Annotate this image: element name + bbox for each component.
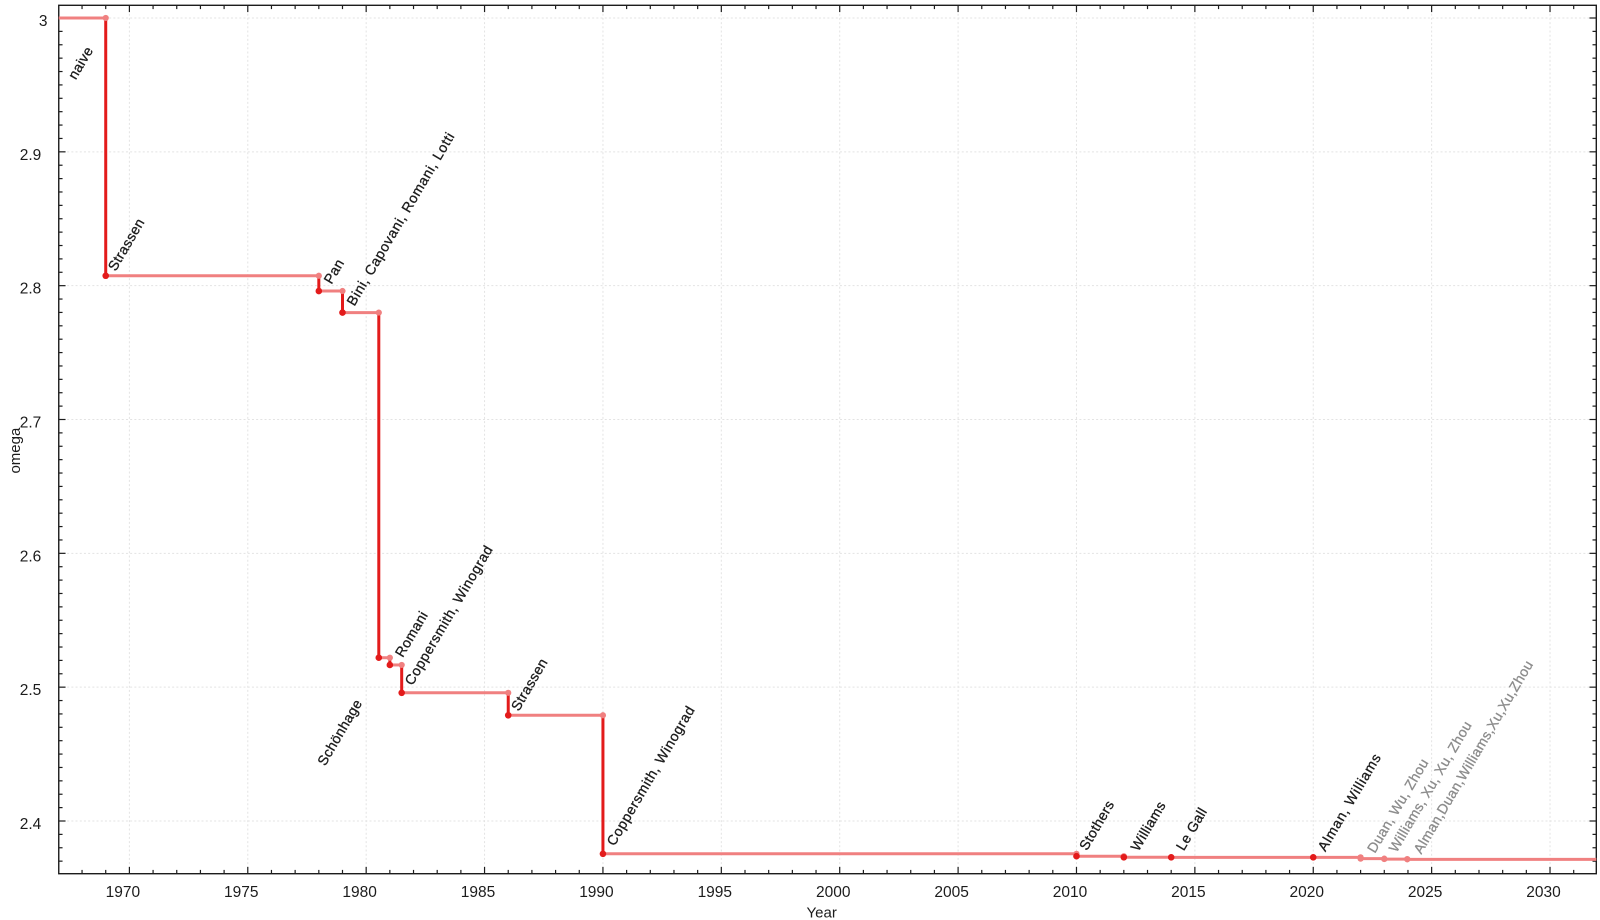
- svg-text:1995: 1995: [698, 884, 732, 901]
- svg-text:2.8: 2.8: [20, 281, 42, 298]
- svg-text:2.7: 2.7: [20, 415, 42, 432]
- svg-text:1985: 1985: [461, 884, 495, 901]
- svg-text:2.4: 2.4: [20, 816, 42, 833]
- svg-text:2.5: 2.5: [20, 682, 42, 699]
- svg-text:2010: 2010: [1053, 884, 1088, 901]
- svg-text:Year: Year: [807, 905, 837, 920]
- svg-text:1980: 1980: [342, 884, 377, 901]
- svg-text:2.9: 2.9: [20, 147, 42, 164]
- svg-text:1975: 1975: [224, 884, 258, 901]
- svg-text:1970: 1970: [106, 884, 141, 901]
- svg-text:2000: 2000: [816, 884, 851, 901]
- svg-text:2030: 2030: [1526, 884, 1561, 901]
- svg-text:omega: omega: [7, 427, 24, 474]
- svg-text:2015: 2015: [1171, 884, 1205, 901]
- svg-text:2020: 2020: [1290, 884, 1325, 901]
- svg-text:3: 3: [39, 13, 48, 30]
- svg-text:1990: 1990: [579, 884, 614, 901]
- svg-text:2005: 2005: [934, 884, 968, 901]
- svg-text:2025: 2025: [1408, 884, 1442, 901]
- svg-text:2.6: 2.6: [20, 548, 42, 565]
